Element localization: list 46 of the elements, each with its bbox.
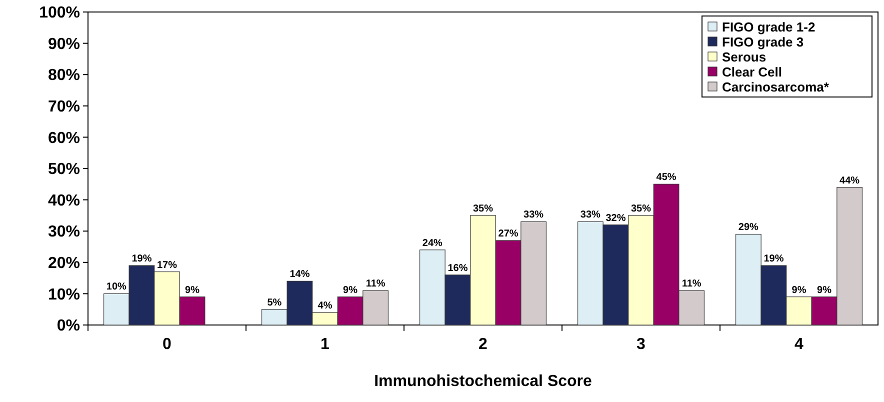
- y-tick-label: 50%: [48, 161, 80, 178]
- data-label: 14%: [290, 269, 310, 280]
- data-label: 17%: [156, 260, 178, 271]
- data-label: 16%: [448, 262, 468, 274]
- y-tick-label: 90%: [48, 36, 80, 53]
- y-tick-label: 40%: [48, 192, 80, 210]
- data-label: 9%: [792, 284, 806, 296]
- data-label: 44%: [840, 175, 860, 186]
- data-label: 32%: [606, 212, 626, 224]
- data-label: 9%: [343, 284, 358, 296]
- y-tick-label: 70%: [48, 98, 80, 116]
- legend-label: Clear Cell: [722, 64, 782, 80]
- data-label: 33%: [524, 210, 544, 221]
- y-tick-label: 60%: [48, 130, 80, 147]
- x-tick-label: 0: [162, 336, 172, 353]
- legend-label: FIGO grade 3: [722, 34, 804, 50]
- data-label: 4%: [318, 300, 332, 312]
- data-label: 11%: [682, 278, 702, 290]
- y-tick-label: 0%: [56, 318, 80, 335]
- data-label: 35%: [472, 203, 494, 214]
- x-tick-label: 3: [636, 336, 646, 353]
- data-label: 11%: [366, 278, 386, 290]
- data-label: 29%: [738, 222, 759, 234]
- y-tick-label: 30%: [48, 224, 80, 241]
- legend-label: FIGO grade 1-2: [722, 20, 816, 35]
- data-label: 24%: [422, 238, 443, 249]
- y-tick-label: 80%: [48, 67, 80, 84]
- x-axis-title: Immunohistochemical Score: [374, 373, 592, 390]
- y-tick-label: 100%: [39, 4, 80, 22]
- x-tick-label: 2: [478, 336, 488, 353]
- x-tick-label: 4: [794, 336, 804, 353]
- data-label: 10%: [106, 282, 127, 293]
- data-label: 5%: [267, 297, 282, 308]
- legend-label: Carcinosarcoma*: [722, 80, 830, 95]
- data-label: 9%: [185, 284, 200, 296]
- y-tick-label: 10%: [48, 286, 80, 304]
- legend-label: Serous: [722, 50, 766, 65]
- data-label: 19%: [132, 254, 152, 265]
- data-label: 27%: [498, 228, 518, 240]
- data-label: 19%: [764, 254, 784, 265]
- data-label: 9%: [817, 284, 832, 296]
- data-label: 45%: [656, 172, 676, 184]
- data-label: 35%: [630, 203, 652, 214]
- data-label: 33%: [580, 210, 601, 221]
- y-tick-label: 20%: [48, 255, 80, 272]
- x-tick-label: 1: [320, 336, 330, 353]
